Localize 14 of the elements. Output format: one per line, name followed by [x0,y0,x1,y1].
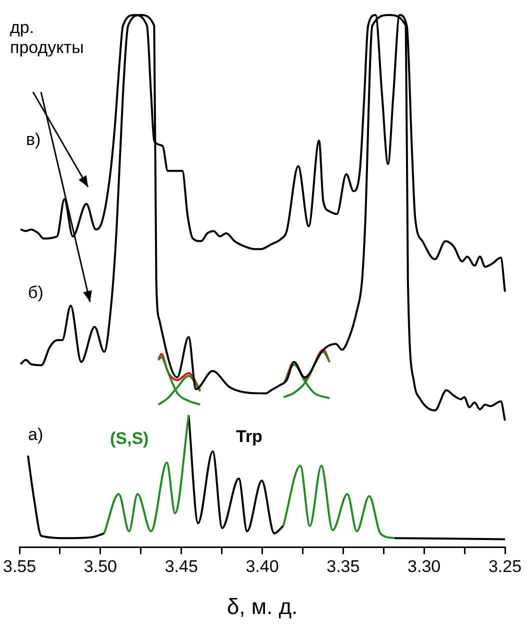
annotation: Trp [236,427,262,447]
x-tick-label: 3.35 [326,557,360,576]
annotation: б) [28,283,44,303]
x-tick-label: 3.55 [2,557,36,576]
x-tick-label: 3.45 [164,557,198,576]
annotation: а) [28,425,44,445]
x-axis-title: δ, м. д. [226,594,298,619]
annotation: в) [26,130,41,150]
text: 3.30 [408,557,441,576]
x-tick-label: 3.25 [488,557,522,576]
annotation: др. продукты [10,18,85,58]
text: 3.40 [246,557,279,576]
text: 3.50 [84,557,117,576]
annotation: (S,S) [110,429,149,449]
